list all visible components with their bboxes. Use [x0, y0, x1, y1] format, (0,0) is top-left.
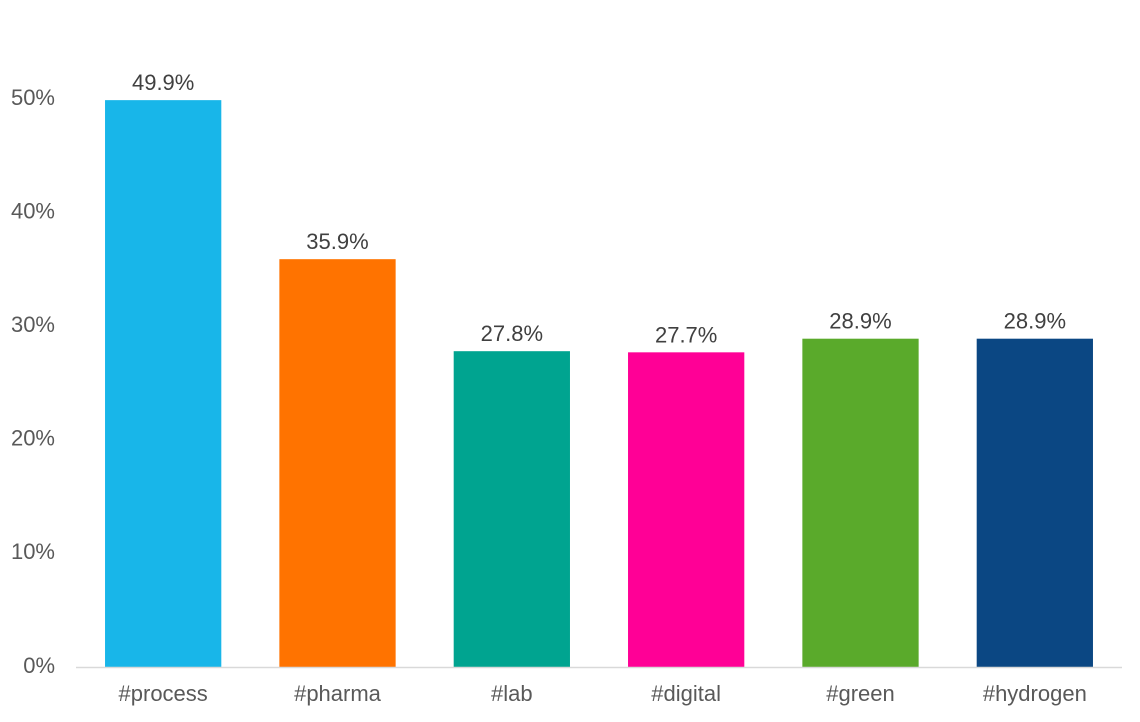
- x-tick-label: #digital: [651, 681, 721, 706]
- x-tick-label: #process: [119, 681, 208, 706]
- bar: [105, 100, 222, 668]
- bars-group: [105, 100, 1093, 668]
- x-tick-label: #green: [826, 681, 895, 706]
- y-axis: 0% 10% 20% 30% 40% 50%: [11, 85, 55, 678]
- y-tick-label: 50%: [11, 85, 55, 110]
- y-tick-label: 30%: [11, 312, 55, 337]
- data-label: 27.8%: [481, 321, 543, 346]
- data-labels-group: 49.9% 35.9% 27.8% 27.7% 28.9% 28.9%: [132, 70, 1066, 347]
- data-label: 27.7%: [655, 322, 717, 347]
- bar: [976, 338, 1093, 667]
- y-tick-label: 40%: [11, 198, 55, 223]
- y-tick-label: 20%: [11, 426, 55, 451]
- data-label: 49.9%: [132, 70, 194, 95]
- data-label: 28.9%: [1004, 309, 1066, 334]
- data-label: 28.9%: [829, 309, 891, 334]
- x-tick-label: #pharma: [294, 681, 382, 706]
- data-label: 35.9%: [306, 229, 368, 254]
- bar: [628, 352, 745, 667]
- y-tick-label: 0%: [23, 653, 55, 678]
- bar: [279, 259, 396, 667]
- x-axis: #process #pharma #lab #digital #green #hydrog…: [119, 681, 1087, 706]
- x-tick-label: #lab: [491, 681, 533, 706]
- x-tick-label: #hydrogen: [983, 681, 1087, 706]
- y-tick-label: 10%: [11, 539, 55, 564]
- bar: [802, 338, 919, 667]
- bar: [453, 351, 570, 667]
